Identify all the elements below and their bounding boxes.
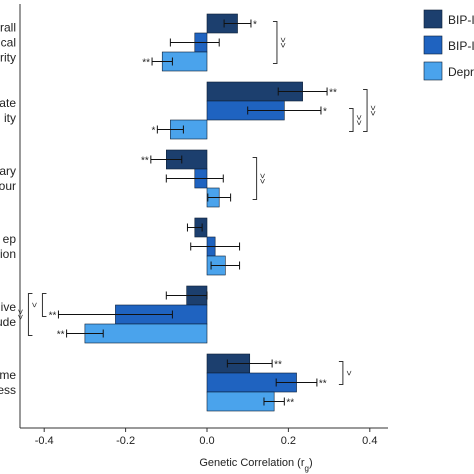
- category-label: ive: [1, 300, 17, 314]
- x-tick-label: 0.2: [281, 435, 296, 447]
- category-label: ude: [0, 315, 16, 329]
- plot-area: [19, 4, 388, 429]
- legend-swatch: [423, 35, 443, 55]
- x-tick-label: 0.4: [362, 435, 377, 447]
- error-bars: [57, 19, 328, 406]
- x-axis-label: Genetic Correlation (rg): [199, 457, 312, 473]
- category-label: me: [0, 368, 16, 382]
- category-label: ion: [0, 247, 16, 261]
- category-label: ness: [0, 383, 16, 397]
- legend: BIP-I BIP-II Depr: [423, 9, 474, 81]
- x-tick-label: -0.2: [116, 435, 135, 447]
- x-tick-label: -0.4: [35, 435, 54, 447]
- legend-label: Depr: [448, 65, 474, 79]
- significance-marks: *******************: [49, 20, 337, 409]
- comparison-label: >>: [354, 115, 364, 126]
- significance-mark: **: [57, 330, 65, 341]
- comparison-bracket: [27, 293, 33, 336]
- category-label: rall: [0, 21, 16, 35]
- category-label: ity: [4, 111, 16, 125]
- comparison-label: <: [29, 302, 39, 307]
- legend-label: BIP-I: [448, 13, 474, 27]
- comparison-bracket: [41, 293, 47, 317]
- category-label: ep: [3, 232, 17, 246]
- comparison-bracket: [252, 157, 258, 200]
- significance-mark: **: [274, 360, 282, 371]
- x-ticks: -0.4 -0.2 0.0 0.2 0.4: [35, 428, 377, 447]
- category-label: ical: [0, 36, 16, 50]
- significance-mark: **: [286, 398, 294, 409]
- category-label: rtary: [0, 164, 16, 178]
- significance-mark: *: [253, 20, 257, 31]
- comparison-label: >>: [368, 105, 378, 116]
- significance-mark: *: [151, 126, 155, 137]
- comparison-bracket: [272, 21, 278, 64]
- comparison-label: >>: [258, 173, 268, 184]
- significance-mark: **: [141, 156, 149, 167]
- significance-mark: **: [49, 311, 57, 322]
- legend-label: BIP-II: [448, 39, 474, 53]
- significance-mark: **: [142, 58, 150, 69]
- comparison-label: >: [344, 370, 354, 375]
- category-label: rity: [0, 51, 16, 65]
- significance-mark: **: [319, 379, 327, 390]
- significance-mark: **: [329, 88, 337, 99]
- comparison-bracket: [338, 361, 344, 385]
- comparison-bracket: [363, 89, 368, 132]
- x-tick-label: 0.0: [199, 435, 214, 447]
- category-label: rate: [0, 96, 16, 110]
- category-label: iour: [0, 179, 16, 193]
- comparison-brackets: >>>>>>>><<<>: [15, 21, 378, 385]
- legend-swatch: [423, 9, 443, 29]
- bars: [84, 13, 303, 412]
- comparison-bracket: [349, 108, 354, 132]
- significance-mark: *: [323, 107, 327, 118]
- comparison-label: <<: [15, 309, 25, 320]
- legend-swatch: [423, 61, 443, 81]
- comparison-label: >>: [278, 37, 288, 48]
